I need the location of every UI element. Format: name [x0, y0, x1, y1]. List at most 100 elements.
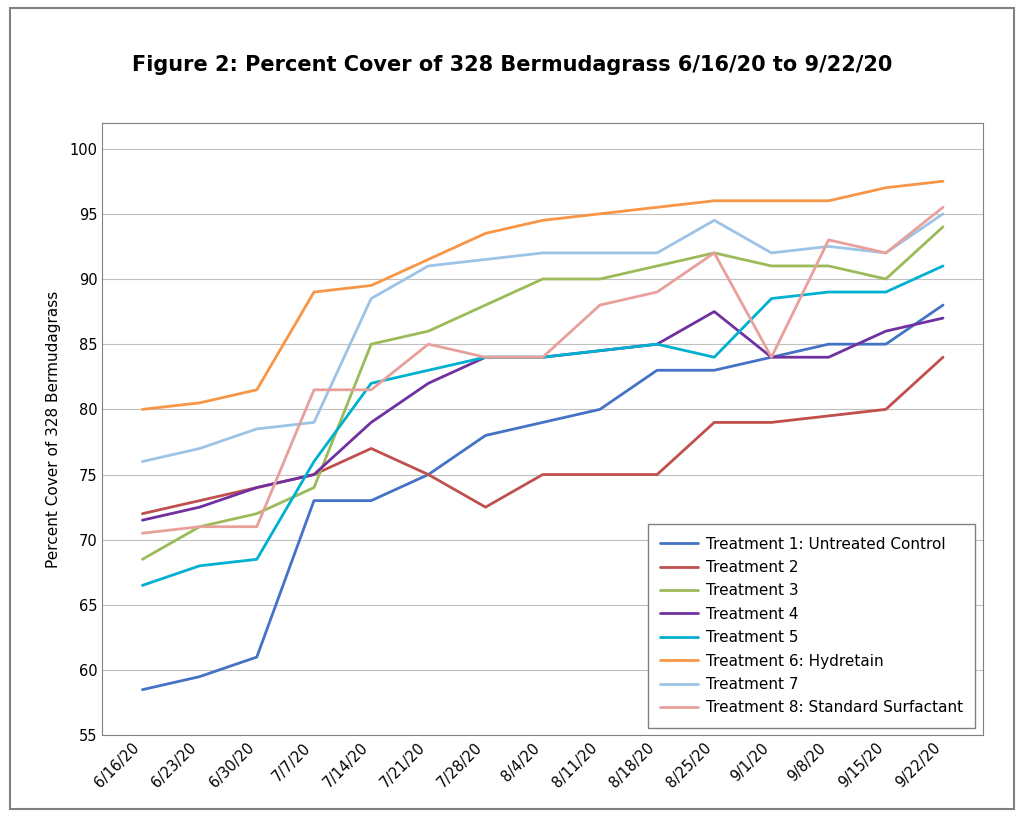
Legend: Treatment 1: Untreated Control, Treatment 2, Treatment 3, Treatment 4, Treatment: Treatment 1: Untreated Control, Treatmen…	[648, 525, 976, 728]
Line: Treatment 5: Treatment 5	[142, 266, 943, 585]
Treatment 1: Untreated Control: (14, 88): Untreated Control: (14, 88)	[937, 300, 949, 310]
Treatment 4	[479, 352, 492, 362]
Treatment 8: Standard Surfactant: (0, 70.5): Standard Surfactant: (0, 70.5)	[136, 529, 148, 538]
Treatment 2	[822, 411, 835, 421]
Treatment 5	[765, 293, 777, 303]
Treatment 3	[937, 222, 949, 232]
Treatment 2	[594, 470, 606, 480]
Treatment 8: Standard Surfactant: (5, 85): Standard Surfactant: (5, 85)	[422, 339, 434, 349]
Treatment 6: Hydretain: (13, 97): Hydretain: (13, 97)	[880, 183, 892, 193]
Treatment 6: Hydretain: (2, 81.5): Hydretain: (2, 81.5)	[251, 385, 263, 395]
Treatment 5	[136, 580, 148, 590]
Treatment 1: Untreated Control: (5, 75): Untreated Control: (5, 75)	[422, 470, 434, 480]
Treatment 2	[765, 417, 777, 427]
Treatment 1: Untreated Control: (13, 85): Untreated Control: (13, 85)	[880, 339, 892, 349]
Treatment 6: Hydretain: (14, 97.5): Hydretain: (14, 97.5)	[937, 176, 949, 186]
Treatment 1: Untreated Control: (11, 84): Untreated Control: (11, 84)	[765, 352, 777, 362]
Line: Treatment 7: Treatment 7	[142, 214, 943, 462]
Treatment 7	[479, 255, 492, 265]
Treatment 3	[709, 248, 721, 258]
Treatment 2	[479, 502, 492, 512]
Treatment 7	[365, 293, 377, 303]
Treatment 8: Standard Surfactant: (13, 92): Standard Surfactant: (13, 92)	[880, 248, 892, 258]
Treatment 4	[709, 306, 721, 316]
Treatment 4	[136, 516, 148, 525]
Treatment 7	[251, 424, 263, 434]
Treatment 1: Untreated Control: (9, 83): Untreated Control: (9, 83)	[651, 365, 664, 375]
Treatment 6: Hydretain: (3, 89): Hydretain: (3, 89)	[308, 287, 321, 297]
Treatment 4	[308, 470, 321, 480]
Treatment 4	[422, 378, 434, 388]
Treatment 8: Standard Surfactant: (3, 81.5): Standard Surfactant: (3, 81.5)	[308, 385, 321, 395]
Treatment 6: Hydretain: (5, 91.5): Hydretain: (5, 91.5)	[422, 255, 434, 265]
Treatment 7	[822, 242, 835, 252]
Treatment 2	[308, 470, 321, 480]
Treatment 7	[422, 261, 434, 271]
Treatment 7	[937, 209, 949, 219]
Treatment 5	[308, 457, 321, 467]
Line: Treatment 8: Standard Surfactant: Treatment 8: Standard Surfactant	[142, 208, 943, 534]
Treatment 7	[594, 248, 606, 258]
Treatment 1: Untreated Control: (4, 73): Untreated Control: (4, 73)	[365, 496, 377, 506]
Treatment 6: Hydretain: (0, 80): Hydretain: (0, 80)	[136, 404, 148, 414]
Treatment 2	[136, 509, 148, 519]
Treatment 6: Hydretain: (11, 96): Hydretain: (11, 96)	[765, 196, 777, 206]
Treatment 1: Untreated Control: (3, 73): Untreated Control: (3, 73)	[308, 496, 321, 506]
Treatment 7	[880, 248, 892, 258]
Treatment 4	[937, 313, 949, 323]
Treatment 5	[594, 346, 606, 355]
Treatment 2	[251, 483, 263, 493]
Treatment 6: Hydretain: (9, 95.5): Hydretain: (9, 95.5)	[651, 203, 664, 212]
Treatment 7	[651, 248, 664, 258]
Line: Treatment 4: Treatment 4	[142, 311, 943, 520]
Treatment 1: Untreated Control: (1, 59.5): Untreated Control: (1, 59.5)	[194, 672, 206, 681]
Treatment 4	[194, 502, 206, 512]
Treatment 5	[822, 287, 835, 297]
Treatment 3	[594, 274, 606, 283]
Treatment 8: Standard Surfactant: (6, 84): Standard Surfactant: (6, 84)	[479, 352, 492, 362]
Treatment 3	[880, 274, 892, 283]
Treatment 8: Standard Surfactant: (14, 95.5): Standard Surfactant: (14, 95.5)	[937, 203, 949, 212]
Treatment 2	[422, 470, 434, 480]
Treatment 6: Hydretain: (8, 95): Hydretain: (8, 95)	[594, 209, 606, 219]
Treatment 2	[880, 404, 892, 414]
Treatment 6: Hydretain: (6, 93.5): Hydretain: (6, 93.5)	[479, 229, 492, 239]
Treatment 4	[594, 346, 606, 355]
Y-axis label: Percent Cover of 328 Bermudagrass: Percent Cover of 328 Bermudagrass	[46, 290, 61, 568]
Treatment 4	[537, 352, 549, 362]
Treatment 3	[822, 261, 835, 271]
Treatment 3	[651, 261, 664, 271]
Treatment 5	[651, 339, 664, 349]
Treatment 2	[937, 352, 949, 362]
Treatment 4	[765, 352, 777, 362]
Treatment 5	[422, 365, 434, 375]
Treatment 2	[651, 470, 664, 480]
Line: Treatment 2: Treatment 2	[142, 357, 943, 514]
Treatment 3	[308, 483, 321, 493]
Treatment 8: Standard Surfactant: (2, 71): Standard Surfactant: (2, 71)	[251, 522, 263, 532]
Treatment 1: Untreated Control: (10, 83): Untreated Control: (10, 83)	[709, 365, 721, 375]
Treatment 1: Untreated Control: (7, 79): Untreated Control: (7, 79)	[537, 417, 549, 427]
Treatment 8: Standard Surfactant: (8, 88): Standard Surfactant: (8, 88)	[594, 300, 606, 310]
Treatment 6: Hydretain: (10, 96): Hydretain: (10, 96)	[709, 196, 721, 206]
Treatment 5	[537, 352, 549, 362]
Line: Treatment 6: Hydretain: Treatment 6: Hydretain	[142, 181, 943, 409]
Treatment 2	[365, 444, 377, 453]
Treatment 7	[537, 248, 549, 258]
Treatment 2	[709, 417, 721, 427]
Treatment 5	[937, 261, 949, 271]
Treatment 5	[365, 378, 377, 388]
Treatment 8: Standard Surfactant: (4, 81.5): Standard Surfactant: (4, 81.5)	[365, 385, 377, 395]
Treatment 8: Standard Surfactant: (7, 84): Standard Surfactant: (7, 84)	[537, 352, 549, 362]
Treatment 3	[365, 339, 377, 349]
Treatment 4	[880, 326, 892, 336]
Treatment 7	[308, 417, 321, 427]
Text: Figure 2: Percent Cover of 328 Bermudagrass 6/16/20 to 9/22/20: Figure 2: Percent Cover of 328 Bermudagr…	[132, 56, 892, 75]
Treatment 8: Standard Surfactant: (11, 84): Standard Surfactant: (11, 84)	[765, 352, 777, 362]
Treatment 6: Hydretain: (12, 96): Hydretain: (12, 96)	[822, 196, 835, 206]
Treatment 7	[709, 216, 721, 225]
Treatment 6: Hydretain: (4, 89.5): Hydretain: (4, 89.5)	[365, 280, 377, 290]
Treatment 1: Untreated Control: (8, 80): Untreated Control: (8, 80)	[594, 404, 606, 414]
Treatment 3	[251, 509, 263, 519]
Treatment 5	[479, 352, 492, 362]
